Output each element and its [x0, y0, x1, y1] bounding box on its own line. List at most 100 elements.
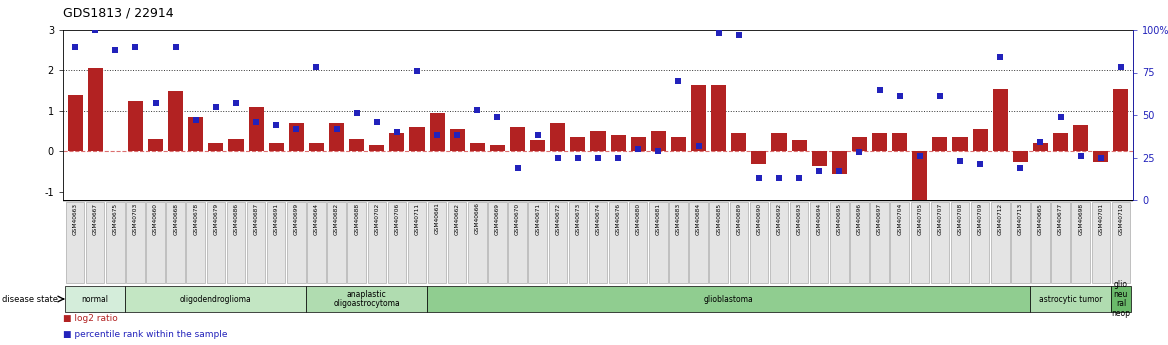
- Bar: [550, 123, 565, 151]
- Point: [227, 100, 245, 106]
- Bar: [389, 133, 404, 151]
- Point: [126, 44, 145, 50]
- Point: [870, 87, 889, 92]
- Bar: [349, 139, 364, 151]
- Point: [85, 27, 104, 33]
- Point: [589, 155, 607, 160]
- Text: GSM40663: GSM40663: [72, 203, 77, 235]
- Bar: [832, 151, 847, 174]
- FancyBboxPatch shape: [287, 202, 306, 283]
- FancyBboxPatch shape: [589, 202, 607, 283]
- Bar: [1013, 151, 1028, 161]
- FancyBboxPatch shape: [267, 202, 285, 283]
- Point: [649, 148, 668, 154]
- Bar: [127, 101, 142, 151]
- Bar: [731, 133, 746, 151]
- Text: GSM40709: GSM40709: [978, 203, 982, 235]
- Bar: [973, 129, 988, 151]
- FancyBboxPatch shape: [790, 202, 808, 283]
- Point: [307, 65, 326, 70]
- FancyBboxPatch shape: [1051, 202, 1070, 283]
- Bar: [912, 151, 927, 216]
- Point: [287, 126, 306, 131]
- Bar: [1054, 133, 1069, 151]
- Point: [1051, 114, 1070, 119]
- Point: [709, 31, 728, 36]
- Text: GSM40684: GSM40684: [696, 203, 701, 235]
- FancyBboxPatch shape: [125, 286, 306, 312]
- Point: [689, 143, 708, 148]
- Text: ■ log2 ratio: ■ log2 ratio: [63, 314, 118, 323]
- Point: [347, 110, 366, 116]
- Bar: [1073, 125, 1089, 151]
- Point: [669, 78, 688, 84]
- FancyBboxPatch shape: [1031, 202, 1050, 283]
- Bar: [510, 127, 526, 151]
- Text: GSM40661: GSM40661: [434, 203, 439, 234]
- FancyBboxPatch shape: [126, 202, 145, 283]
- Text: GSM40703: GSM40703: [133, 203, 138, 235]
- Text: GSM40683: GSM40683: [676, 203, 681, 235]
- FancyBboxPatch shape: [187, 202, 206, 283]
- FancyBboxPatch shape: [146, 202, 165, 283]
- Text: GSM40711: GSM40711: [415, 203, 419, 235]
- FancyBboxPatch shape: [750, 202, 769, 283]
- FancyBboxPatch shape: [306, 286, 427, 312]
- Bar: [892, 133, 908, 151]
- Bar: [932, 137, 947, 151]
- Text: GSM40680: GSM40680: [635, 203, 641, 235]
- Text: GSM40677: GSM40677: [1058, 203, 1063, 235]
- FancyBboxPatch shape: [347, 202, 366, 283]
- Bar: [670, 137, 686, 151]
- Text: GSM40702: GSM40702: [374, 203, 380, 235]
- Text: GSM40665: GSM40665: [1038, 203, 1043, 235]
- Point: [488, 114, 507, 119]
- FancyBboxPatch shape: [770, 202, 788, 283]
- FancyBboxPatch shape: [830, 202, 849, 283]
- Point: [166, 44, 185, 50]
- FancyBboxPatch shape: [528, 202, 547, 283]
- FancyBboxPatch shape: [427, 286, 1030, 312]
- Text: GSM40708: GSM40708: [958, 203, 962, 235]
- Text: GSM40713: GSM40713: [1017, 203, 1023, 235]
- Text: anaplastic
oligoastrocytoma: anaplastic oligoastrocytoma: [333, 290, 401, 308]
- Point: [146, 100, 165, 106]
- Point: [890, 93, 909, 99]
- Text: GSM40671: GSM40671: [535, 203, 540, 235]
- Point: [388, 129, 406, 135]
- Point: [750, 175, 769, 181]
- FancyBboxPatch shape: [166, 202, 185, 283]
- Point: [1091, 155, 1110, 160]
- Bar: [792, 140, 807, 151]
- FancyBboxPatch shape: [1011, 202, 1030, 283]
- Text: GSM40701: GSM40701: [1098, 203, 1104, 235]
- Bar: [430, 113, 445, 151]
- FancyBboxPatch shape: [427, 202, 446, 283]
- FancyBboxPatch shape: [1112, 202, 1131, 283]
- FancyBboxPatch shape: [709, 202, 728, 283]
- Text: GSM40710: GSM40710: [1119, 203, 1124, 235]
- Text: GSM40672: GSM40672: [555, 203, 561, 235]
- Text: GSM40698: GSM40698: [1078, 203, 1083, 235]
- Bar: [530, 140, 545, 151]
- Bar: [993, 89, 1008, 151]
- Bar: [249, 107, 264, 151]
- FancyBboxPatch shape: [669, 202, 688, 283]
- Text: GSM40673: GSM40673: [576, 203, 580, 235]
- FancyBboxPatch shape: [207, 202, 225, 283]
- Text: astrocytic tumor: astrocytic tumor: [1040, 295, 1103, 304]
- FancyBboxPatch shape: [911, 202, 929, 283]
- Point: [569, 155, 588, 160]
- Text: GSM40712: GSM40712: [997, 203, 1003, 235]
- FancyBboxPatch shape: [850, 202, 869, 283]
- Point: [508, 165, 527, 170]
- Bar: [369, 145, 384, 151]
- Point: [850, 150, 869, 155]
- Point: [528, 132, 547, 138]
- FancyBboxPatch shape: [890, 202, 909, 283]
- Text: GSM40688: GSM40688: [354, 203, 359, 235]
- Text: GSM40695: GSM40695: [836, 203, 842, 235]
- FancyBboxPatch shape: [809, 202, 828, 283]
- Bar: [308, 143, 324, 151]
- FancyBboxPatch shape: [1030, 286, 1111, 312]
